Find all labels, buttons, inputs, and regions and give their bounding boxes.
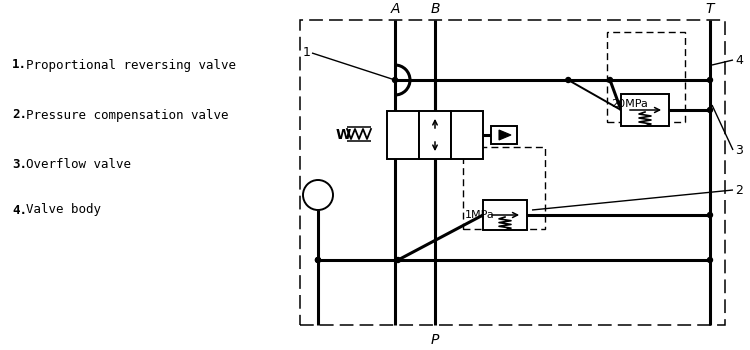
Bar [491, 126, 517, 144]
Text: 3: 3 [735, 144, 742, 156]
Bar [463, 147, 545, 229]
Circle shape [392, 77, 398, 83]
Circle shape [707, 258, 712, 262]
Circle shape [608, 77, 613, 83]
Bar [621, 94, 669, 126]
Bar [300, 20, 725, 325]
Bar [483, 200, 527, 230]
Text: 2.: 2. [12, 108, 27, 121]
Bar [607, 32, 685, 122]
Bar [451, 111, 483, 159]
Circle shape [303, 180, 333, 210]
Text: 4.: 4. [12, 203, 27, 217]
Text: B: B [430, 2, 439, 16]
Circle shape [707, 107, 712, 112]
Text: 20MPa: 20MPa [611, 99, 648, 109]
Text: Proportional reversing valve: Proportional reversing valve [26, 58, 236, 71]
Text: 3.: 3. [12, 159, 27, 172]
Bar [387, 111, 419, 159]
Circle shape [566, 77, 571, 83]
Bar [419, 111, 451, 159]
Text: T: T [706, 2, 714, 16]
Text: Overflow valve: Overflow valve [26, 159, 131, 172]
Circle shape [316, 258, 320, 262]
Circle shape [707, 212, 712, 217]
Text: Valve body: Valve body [26, 203, 101, 217]
Circle shape [316, 258, 320, 262]
Text: 1.: 1. [12, 58, 27, 71]
Text: 1MPa: 1MPa [465, 210, 495, 220]
Text: 2: 2 [735, 183, 742, 196]
Text: 1: 1 [303, 46, 310, 58]
Text: P: P [430, 333, 439, 347]
Circle shape [395, 258, 400, 262]
Polygon shape [499, 130, 511, 140]
Text: A: A [390, 2, 400, 16]
Text: Pressure compensation valve: Pressure compensation valve [26, 108, 229, 121]
Text: 4: 4 [735, 54, 742, 66]
Circle shape [707, 77, 712, 83]
Text: W: W [335, 128, 350, 142]
